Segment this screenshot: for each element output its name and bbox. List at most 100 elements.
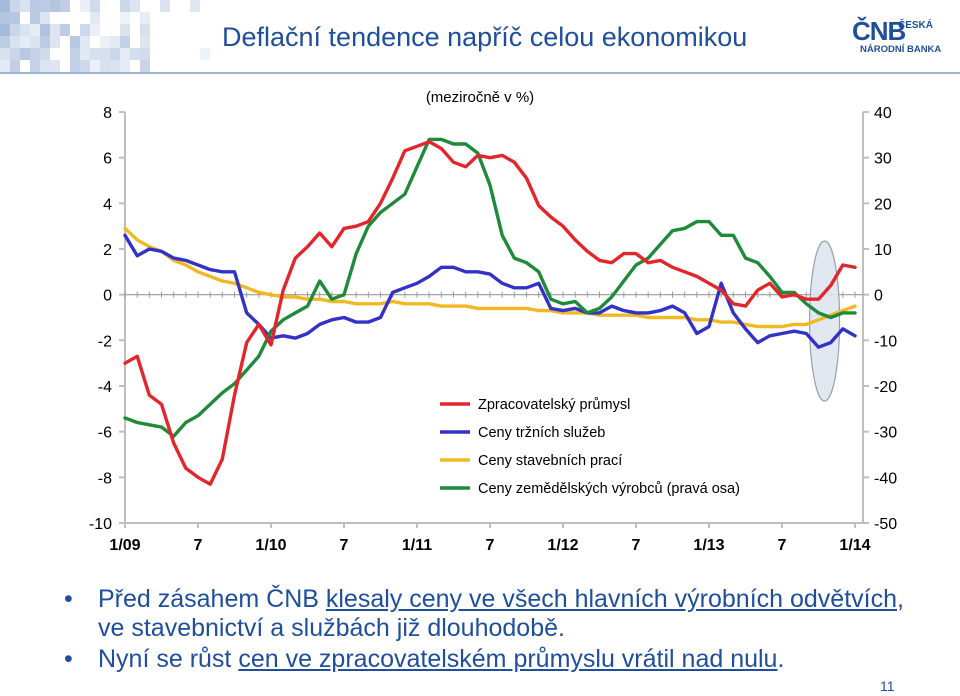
mosaic-tile	[20, 0, 30, 12]
mosaic-tile	[0, 48, 10, 60]
mosaic-tile	[0, 0, 10, 12]
mosaic-tile	[110, 60, 120, 72]
mosaic-tile	[120, 36, 130, 48]
mosaic-tile	[100, 36, 110, 48]
left-axis-tick-label: -8	[98, 470, 112, 487]
mosaic-tile	[70, 60, 80, 72]
mosaic-tile	[190, 0, 200, 12]
mosaic-tile	[40, 12, 50, 24]
left-axis-tick-label: -2	[98, 333, 112, 350]
x-axis-tick-label: 1/09	[109, 537, 140, 554]
mosaic-tile	[0, 24, 10, 36]
chart-subtitle: (meziročně v %)	[426, 89, 534, 106]
right-axis-tick-label: 40	[874, 105, 892, 122]
mosaic-tile	[30, 48, 40, 60]
mosaic-tile	[140, 24, 150, 36]
mosaic-tile	[140, 60, 150, 72]
mosaic-tile	[10, 12, 20, 24]
slide-title: Deflační tendence napříč celou ekonomiko…	[222, 22, 748, 52]
mosaic-tile	[30, 36, 40, 48]
bullet-text: klesaly ceny ve všech hlavních výrobních…	[325, 585, 897, 613]
series-line-agriculture	[123, 137, 857, 438]
x-axis-tick-label: 1/11	[402, 537, 432, 554]
mosaic-tile	[80, 36, 90, 48]
page-number: 11	[880, 678, 895, 694]
left-axis-tick-label: -4	[98, 379, 112, 396]
mosaic-tile	[20, 48, 30, 60]
mosaic-tile	[40, 48, 50, 60]
mosaic-tile	[160, 0, 170, 12]
right-axis-tick-label: 20	[874, 196, 892, 213]
mosaic-tile	[40, 0, 50, 12]
left-axis-tick-label: -6	[98, 425, 112, 442]
bullet-text: cen ve zpracovatelském průmyslu vrátil n…	[238, 645, 778, 673]
bullet-item: • Před zásahem ČNB klesaly ceny ve všech …	[64, 585, 924, 643]
mosaic-tile	[50, 24, 60, 36]
mosaic-tile	[0, 36, 10, 48]
legend-label: Ceny zemědělských výrobců (pravá osa)	[478, 481, 740, 497]
mosaic-tile	[20, 24, 30, 36]
series-line-manufacturing	[123, 139, 857, 486]
mosaic-tile	[10, 60, 20, 72]
mosaic-tile	[70, 48, 80, 60]
mosaic-tile	[0, 12, 10, 24]
mosaic-tile	[20, 36, 30, 48]
x-axis-tick-label: 7	[778, 537, 787, 554]
mosaic-tile	[90, 24, 100, 36]
mosaic-tile	[90, 12, 100, 24]
mosaic-tile	[120, 60, 130, 72]
logo-mark: ČNB	[852, 16, 906, 46]
left-axis-tick-label: 4	[103, 196, 112, 213]
mosaic-tile	[140, 12, 150, 24]
bullet-item: • Nyní se růst cen ve zpracovatelském prů…	[64, 645, 924, 674]
mosaic-tile	[100, 60, 110, 72]
bullet-text: , ve stavebnictví a službách již dlouhod…	[98, 585, 904, 642]
mosaic-tile	[40, 24, 50, 36]
x-axis-tick-label: 1/14	[839, 537, 870, 554]
right-axis-tick-label: -50	[874, 516, 897, 533]
right-axis-tick-label: 30	[874, 151, 892, 168]
x-axis-tick-label: 1/10	[255, 537, 286, 554]
x-axis-tick-label: 7	[194, 537, 203, 554]
x-axis-tick-label: 1/13	[693, 537, 724, 554]
right-axis-tick-label: 0	[874, 288, 883, 305]
mosaic-tile	[70, 36, 80, 48]
mosaic-tile	[130, 48, 140, 60]
mosaic-tile	[80, 0, 90, 12]
mosaic-tile	[110, 48, 120, 60]
mosaic-tile	[10, 24, 20, 36]
mosaic-tile	[140, 48, 150, 60]
mosaic-tile	[10, 0, 20, 12]
left-axis-tick-label: 2	[103, 242, 112, 259]
right-axis-tick-label: -20	[874, 379, 897, 396]
left-axis-tick-label: -10	[89, 516, 112, 533]
mosaic-tile	[40, 60, 50, 72]
mosaic-tile	[90, 60, 100, 72]
mosaic-tile	[50, 36, 60, 48]
left-axis-tick-label: 6	[103, 151, 112, 168]
mosaic-tile	[200, 48, 210, 60]
mosaic-tile	[30, 0, 40, 12]
mosaic-tile	[90, 0, 100, 12]
cnb-logo: ČNB ČESKÁ NÁRODNÍ BANKA	[852, 14, 952, 62]
legend-label: Ceny stavebních prací	[478, 453, 622, 469]
bullet-list: • Před zásahem ČNB klesaly ceny ve všech …	[64, 585, 924, 674]
right-axis-tick-label: -10	[874, 333, 897, 350]
mosaic-tile	[100, 48, 110, 60]
price-chart: (meziročně v %)86420-2-4-6-8-10403020100…	[89, 89, 897, 554]
mosaic-tile	[40, 36, 50, 48]
mosaic-tile	[120, 12, 130, 24]
mosaic-tile	[50, 0, 60, 12]
mosaic-tile	[80, 60, 90, 72]
bullet-text: Před zásahem ČNB	[98, 585, 326, 613]
mosaic-tile	[30, 12, 40, 24]
slide-header: Deflační tendence napříč celou ekonomiko…	[0, 0, 960, 72]
legend-label: Ceny tržních služeb	[478, 425, 605, 441]
mosaic-tile	[10, 36, 20, 48]
mosaic-tile	[130, 0, 140, 12]
mosaic-tile	[50, 60, 60, 72]
mosaic-tile	[90, 48, 100, 60]
left-axis-tick-label: 0	[103, 288, 112, 305]
mosaic-tile	[120, 0, 130, 12]
mosaic-tile	[120, 24, 130, 36]
